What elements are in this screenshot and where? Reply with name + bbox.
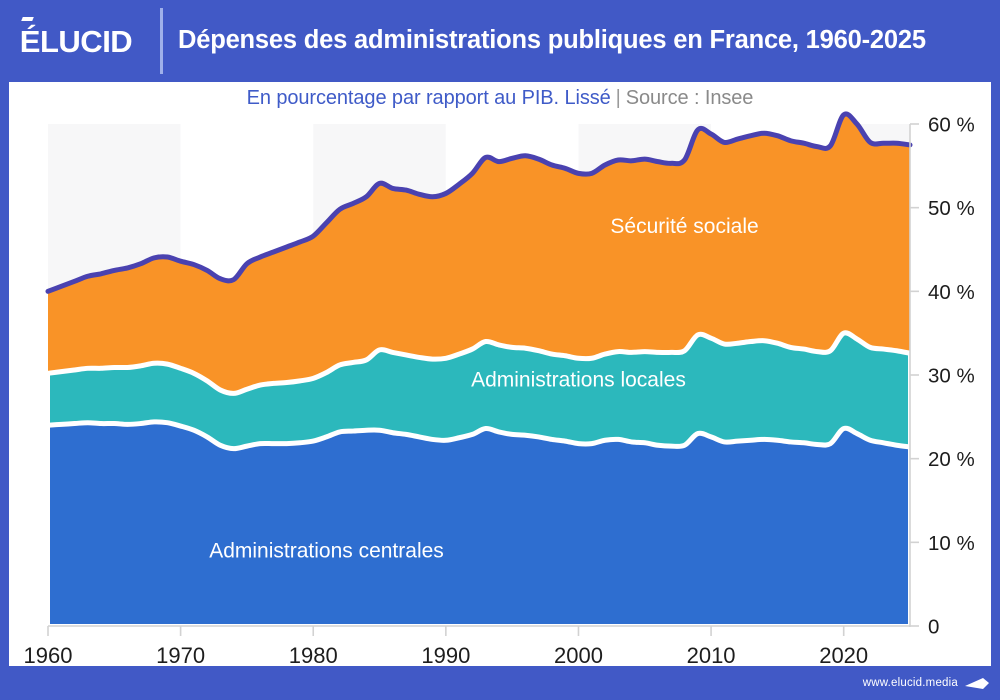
footer-url: www.elucid.media <box>862 677 958 689</box>
area-series <box>48 113 910 394</box>
x-tick-label: 1980 <box>289 643 338 666</box>
stacked-area-chart: 010 %20 %30 %40 %50 %60 % 1960 1970 1980 19… <box>24 111 975 666</box>
area-series <box>46 419 912 628</box>
x-tick-label: 2000 <box>554 643 603 666</box>
logo-rest: LUCID <box>39 23 133 59</box>
y-tick-label: 0 <box>928 616 939 639</box>
y-tick-label: 30 % <box>928 365 975 388</box>
x-tick-label: 1970 <box>156 643 205 666</box>
chart-subtitle: En pourcentage par rapport au PIB. Lissé… <box>9 87 991 110</box>
y-axis-labels: 0 10 % 20 % 30 % 40 % 50 % 60 % <box>910 114 975 639</box>
y-tick-label: 10 % <box>928 532 975 555</box>
plot-area: 0 10 % 20 % 30 % 40 % 50 % 60 % 1960 1970 1980 19… <box>9 82 991 666</box>
elucid-logo: É LUCID <box>0 26 152 57</box>
series-label: Administrations centrales <box>209 539 444 562</box>
total-line <box>45 111 913 294</box>
x-tick-label: 1990 <box>421 643 470 666</box>
series-label: Sécurité sociale <box>610 215 758 238</box>
logo-accented-e: É <box>19 23 41 59</box>
header-bar: É LUCID Dépenses des administrations publ… <box>0 0 1000 82</box>
header-divider <box>160 8 163 74</box>
elucid-arrow-icon <box>965 678 989 689</box>
x-tick-label: 2020 <box>819 643 868 666</box>
series-separator <box>45 419 913 452</box>
x-tick-label: 2010 <box>687 643 736 666</box>
page-title: Dépenses des administrations publiques e… <box>178 26 926 55</box>
series-separator <box>45 330 913 396</box>
total-outline-line <box>45 111 913 294</box>
y-tick-label: 20 % <box>928 448 975 471</box>
subtitle-separator: | <box>615 87 621 109</box>
footer-bar: www.elucid.media <box>0 666 1000 700</box>
y-tick-label: 50 % <box>928 197 975 220</box>
area-series-group <box>45 113 913 628</box>
series-annotations: Sécurité sociale Administrations locales A… <box>209 215 758 563</box>
y-tick-label: 60 % <box>928 114 975 137</box>
x-axis-labels: 1960 1970 1980 1990 2000 2010 2020 <box>24 626 868 666</box>
series-label: Administrations locales <box>471 369 686 392</box>
chart-card: En pourcentage par rapport au PIB. Lissé… <box>9 82 991 666</box>
subtitle-source: Source : Insee <box>625 87 754 109</box>
y-tick-label: 40 % <box>928 281 975 304</box>
x-tick-label: 1960 <box>24 643 73 666</box>
subtitle-left: En pourcentage par rapport au PIB. Lissé <box>246 87 611 109</box>
